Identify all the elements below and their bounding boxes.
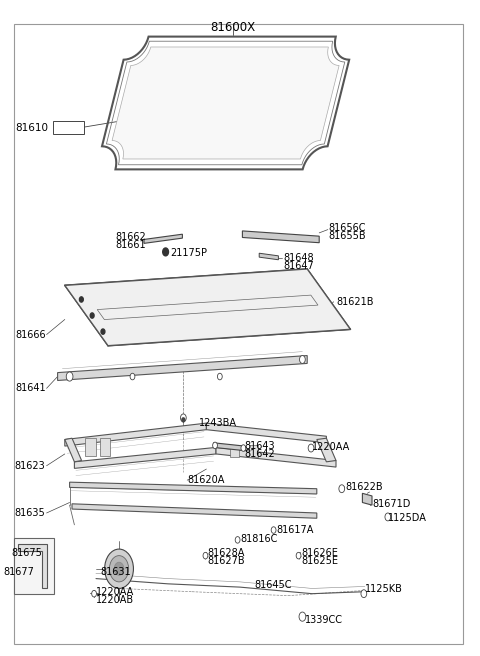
Text: 81628A: 81628A — [207, 548, 245, 558]
Circle shape — [296, 552, 301, 559]
Text: 21175P: 21175P — [170, 248, 207, 258]
Circle shape — [300, 356, 305, 363]
Circle shape — [271, 527, 276, 533]
FancyBboxPatch shape — [249, 445, 258, 457]
Text: 81647: 81647 — [283, 260, 314, 271]
Text: 81610: 81610 — [15, 123, 48, 133]
Polygon shape — [58, 356, 307, 380]
Text: 81816C: 81816C — [240, 534, 277, 544]
FancyBboxPatch shape — [14, 538, 54, 594]
Text: 1125DA: 1125DA — [388, 513, 427, 523]
Text: 81671D: 81671D — [372, 499, 410, 509]
Text: 81617A: 81617A — [276, 525, 313, 535]
Circle shape — [213, 442, 217, 449]
Text: 81666: 81666 — [15, 329, 46, 340]
Polygon shape — [18, 544, 47, 588]
Text: 81655B: 81655B — [329, 231, 366, 241]
Text: 81635: 81635 — [15, 508, 46, 518]
Text: 81661: 81661 — [116, 240, 146, 251]
FancyBboxPatch shape — [85, 438, 96, 456]
Polygon shape — [214, 443, 245, 451]
Polygon shape — [65, 423, 206, 446]
Text: 81621B: 81621B — [336, 297, 373, 307]
Circle shape — [308, 444, 314, 452]
Circle shape — [101, 329, 105, 335]
Circle shape — [114, 562, 124, 575]
Polygon shape — [70, 482, 317, 494]
Circle shape — [241, 445, 246, 451]
Circle shape — [339, 485, 345, 493]
FancyBboxPatch shape — [100, 438, 110, 456]
Text: 81642: 81642 — [245, 449, 276, 459]
Circle shape — [79, 297, 84, 302]
Circle shape — [182, 418, 185, 422]
Text: 81625E: 81625E — [301, 556, 338, 566]
Circle shape — [180, 414, 186, 422]
Circle shape — [203, 552, 208, 559]
Text: 81643: 81643 — [245, 441, 276, 451]
Text: 81600X: 81600X — [210, 21, 255, 34]
Polygon shape — [65, 269, 350, 346]
Text: 81623: 81623 — [15, 461, 46, 471]
Circle shape — [361, 590, 367, 598]
Circle shape — [130, 373, 135, 380]
Text: 1339CC: 1339CC — [305, 615, 343, 625]
Polygon shape — [65, 438, 82, 462]
Text: 81620A: 81620A — [187, 475, 225, 485]
FancyBboxPatch shape — [53, 121, 84, 134]
Text: 81627B: 81627B — [207, 556, 245, 566]
Circle shape — [235, 537, 240, 543]
Text: 1220AA: 1220AA — [96, 586, 134, 597]
Text: 81645C: 81645C — [254, 580, 292, 590]
Text: 1220AB: 1220AB — [96, 594, 134, 605]
Polygon shape — [242, 231, 319, 243]
FancyBboxPatch shape — [230, 445, 239, 457]
Text: 81641: 81641 — [15, 383, 46, 394]
Text: 81622B: 81622B — [346, 482, 383, 492]
Circle shape — [163, 248, 168, 256]
Text: 81662: 81662 — [116, 232, 146, 243]
Circle shape — [66, 372, 73, 381]
Circle shape — [299, 612, 306, 621]
Text: 81677: 81677 — [4, 567, 35, 577]
Text: 81626E: 81626E — [301, 548, 338, 558]
Polygon shape — [362, 493, 372, 505]
Polygon shape — [259, 253, 278, 260]
Text: 81675: 81675 — [11, 548, 42, 558]
Text: 1220AA: 1220AA — [312, 442, 350, 453]
Circle shape — [217, 373, 222, 380]
Polygon shape — [72, 504, 317, 518]
Text: 81631: 81631 — [101, 567, 132, 577]
Text: 1243BA: 1243BA — [199, 418, 237, 428]
Polygon shape — [144, 234, 182, 243]
Polygon shape — [317, 438, 336, 462]
Text: 1125KB: 1125KB — [365, 584, 403, 594]
Text: 81648: 81648 — [283, 253, 314, 263]
Circle shape — [90, 313, 94, 318]
Circle shape — [385, 513, 391, 521]
Circle shape — [105, 549, 133, 588]
Text: 81656C: 81656C — [329, 223, 366, 234]
Polygon shape — [74, 447, 216, 468]
Polygon shape — [206, 423, 326, 443]
Circle shape — [109, 556, 129, 582]
Circle shape — [92, 590, 96, 597]
Polygon shape — [216, 447, 336, 467]
Polygon shape — [112, 47, 339, 159]
